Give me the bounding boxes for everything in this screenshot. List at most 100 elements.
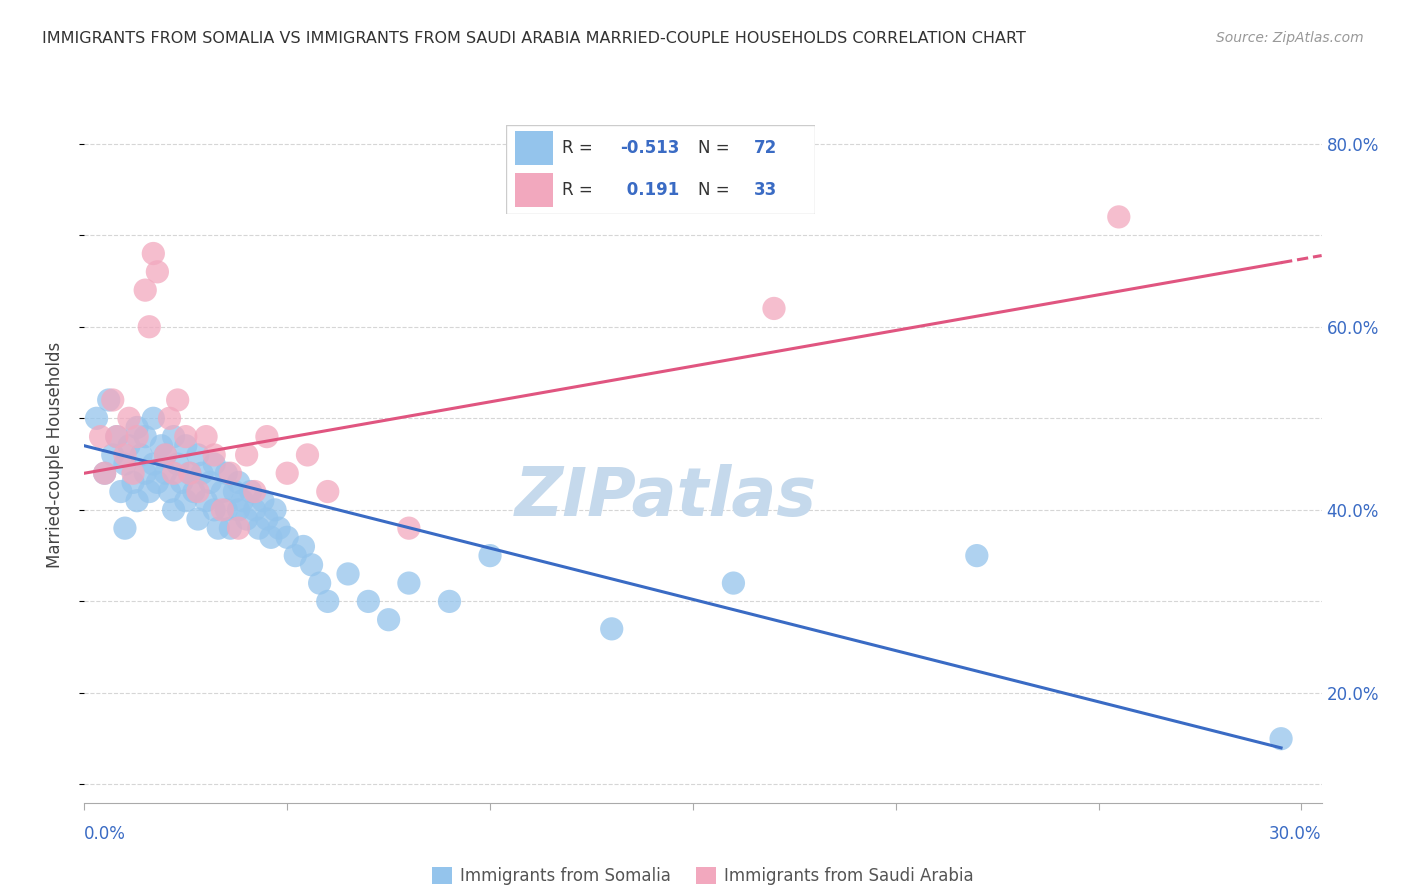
Point	[219, 467, 242, 481]
Point	[966, 549, 988, 563]
Point	[297, 448, 319, 462]
Legend: Immigrants from Somalia, Immigrants from Saudi Arabia: Immigrants from Somalia, Immigrants from…	[425, 861, 981, 892]
Point	[398, 576, 420, 591]
Point	[195, 493, 218, 508]
Point	[235, 512, 257, 526]
Text: ZIPatlas: ZIPatlas	[515, 464, 817, 530]
Text: 0.191: 0.191	[620, 181, 679, 199]
Point	[600, 622, 623, 636]
Point	[207, 521, 229, 535]
Point	[723, 576, 745, 591]
Point	[247, 521, 270, 535]
Point	[308, 576, 330, 591]
Point	[127, 493, 149, 508]
Point	[118, 439, 141, 453]
Point	[198, 475, 221, 490]
Point	[93, 467, 115, 481]
Point	[159, 411, 181, 425]
Text: N =: N =	[697, 181, 735, 199]
Point	[439, 594, 461, 608]
Point	[118, 411, 141, 425]
Point	[337, 566, 360, 581]
Text: Source: ZipAtlas.com: Source: ZipAtlas.com	[1216, 31, 1364, 45]
Point	[267, 521, 290, 535]
Point	[105, 429, 128, 443]
Point	[155, 467, 177, 481]
Point	[114, 448, 136, 462]
Point	[142, 411, 165, 425]
Y-axis label: Married-couple Households: Married-couple Households	[45, 342, 63, 568]
Point	[122, 467, 145, 481]
Point	[142, 457, 165, 471]
Point	[1108, 210, 1130, 224]
Point	[276, 467, 298, 481]
Text: N =: N =	[697, 139, 735, 157]
Point	[90, 429, 112, 443]
Point	[114, 457, 136, 471]
Point	[260, 530, 283, 544]
Point	[377, 613, 399, 627]
Point	[256, 429, 278, 443]
Point	[211, 484, 233, 499]
Point	[284, 549, 307, 563]
Point	[174, 439, 197, 453]
Point	[762, 301, 785, 316]
Point	[479, 549, 502, 563]
Point	[101, 392, 124, 407]
Point	[301, 558, 323, 572]
Point	[202, 448, 225, 462]
Point	[162, 467, 184, 481]
Point	[243, 503, 266, 517]
Point	[159, 484, 181, 499]
Point	[127, 420, 149, 434]
Point	[215, 503, 238, 517]
Text: 33: 33	[754, 181, 778, 199]
Point	[97, 392, 120, 407]
Point	[155, 448, 177, 462]
Point	[127, 429, 149, 443]
Point	[179, 467, 201, 481]
Point	[264, 503, 287, 517]
Point	[187, 484, 209, 499]
Point	[224, 484, 246, 499]
Point	[129, 448, 152, 462]
Point	[155, 448, 177, 462]
Point	[166, 392, 188, 407]
Point	[191, 467, 214, 481]
FancyBboxPatch shape	[506, 125, 815, 214]
Point	[195, 429, 218, 443]
Point	[243, 484, 266, 499]
Point	[162, 429, 184, 443]
Text: R =: R =	[562, 181, 598, 199]
Point	[134, 283, 156, 297]
Point	[202, 457, 225, 471]
Point	[202, 503, 225, 517]
Point	[228, 475, 250, 490]
Point	[93, 467, 115, 481]
Point	[134, 429, 156, 443]
Text: R =: R =	[562, 139, 598, 157]
Point	[276, 530, 298, 544]
Point	[228, 503, 250, 517]
Point	[1270, 731, 1292, 746]
Text: 72: 72	[754, 139, 778, 157]
Point	[187, 448, 209, 462]
Point	[142, 246, 165, 260]
Point	[114, 521, 136, 535]
Point	[122, 475, 145, 490]
Point	[187, 512, 209, 526]
Point	[166, 457, 188, 471]
Point	[174, 493, 197, 508]
Point	[239, 484, 262, 499]
Text: 30.0%: 30.0%	[1270, 825, 1322, 843]
Point	[174, 429, 197, 443]
Point	[316, 594, 339, 608]
Point	[316, 484, 339, 499]
Text: -0.513: -0.513	[620, 139, 681, 157]
Point	[110, 484, 132, 499]
Point	[146, 475, 169, 490]
FancyBboxPatch shape	[516, 131, 553, 165]
Point	[256, 512, 278, 526]
Point	[211, 503, 233, 517]
Point	[170, 475, 193, 490]
